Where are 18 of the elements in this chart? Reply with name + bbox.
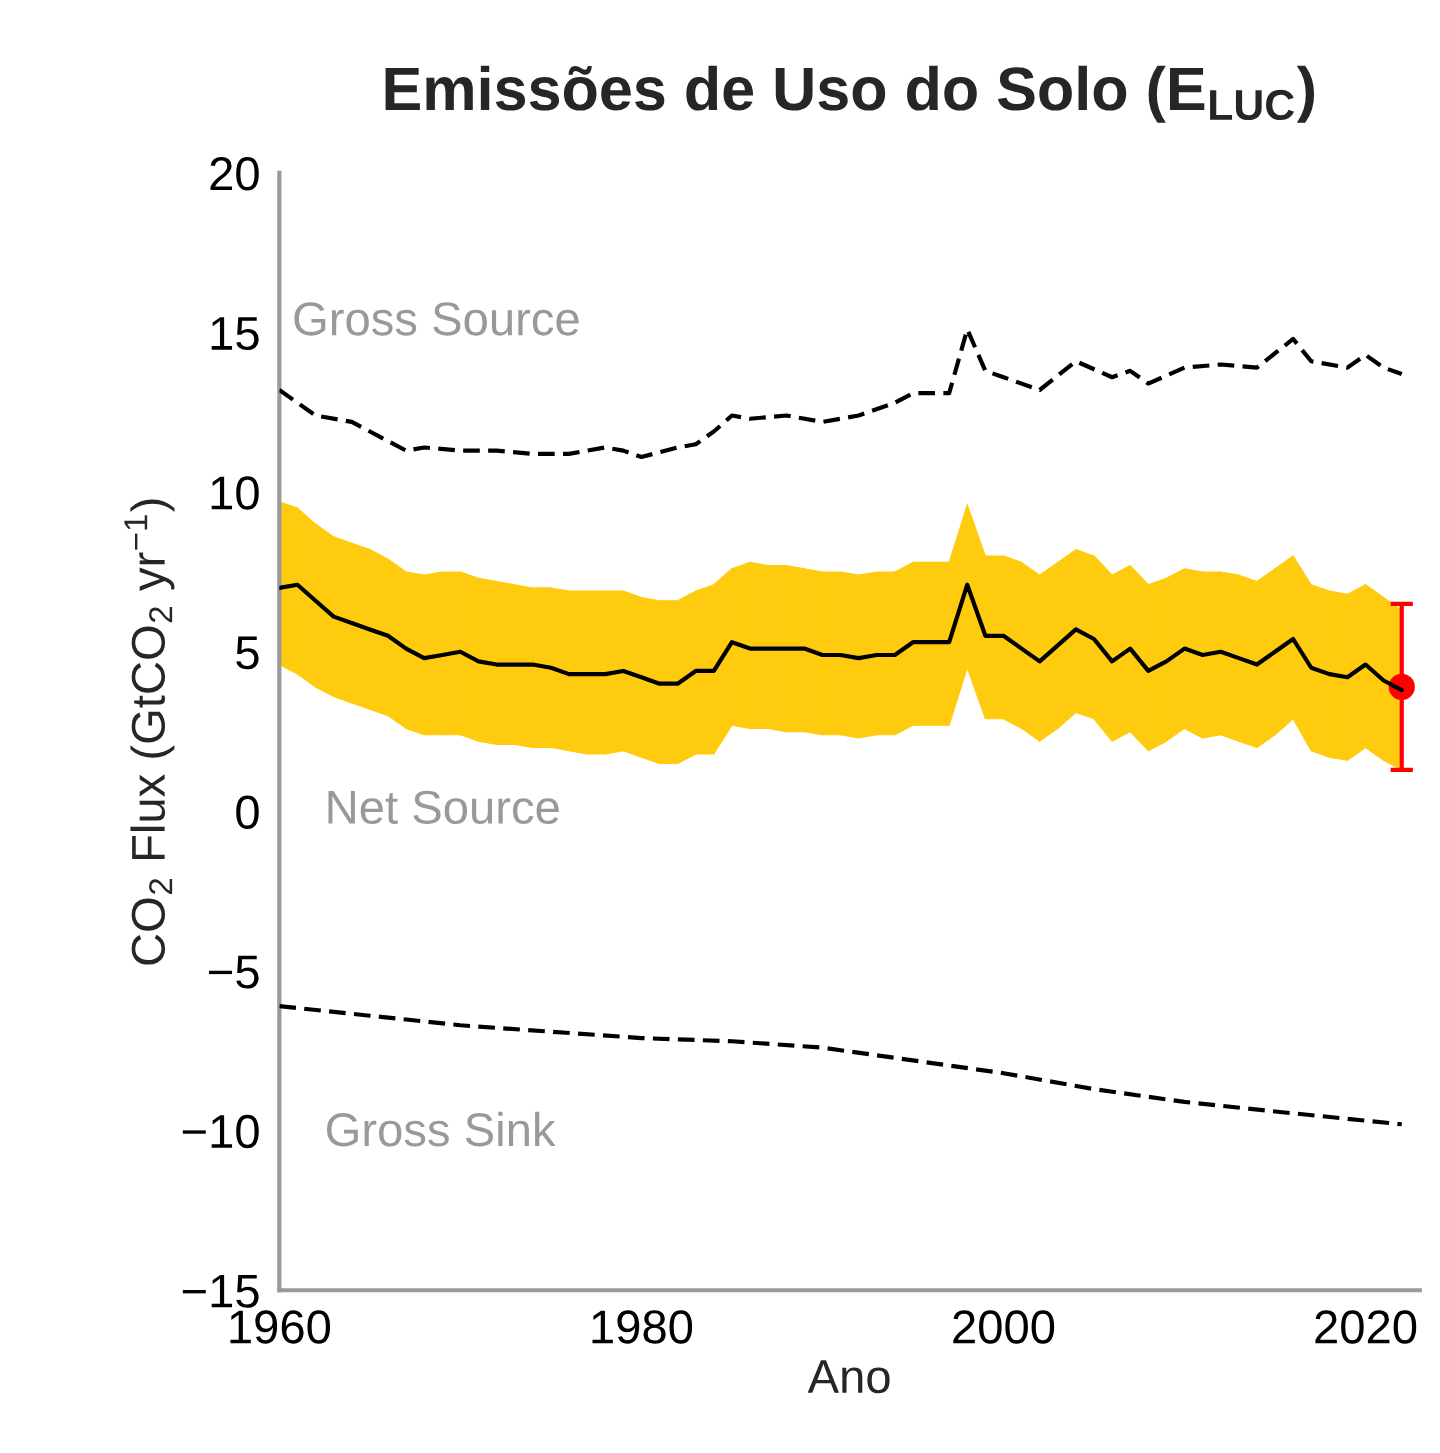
y-tick-label: 0 <box>236 795 259 829</box>
y-tick-label: 5 <box>236 636 259 670</box>
x-tick-label: 2000 <box>953 1310 1055 1344</box>
x-axis-title: Ano <box>807 1360 890 1394</box>
y-tick-label: −10 <box>182 1114 259 1149</box>
y-tick-label: 10 <box>211 476 259 510</box>
y-axis-title: CO$_{2}$ Flux (GtCO$_{2}$ yr$^{−1}$) <box>124 499 175 965</box>
text: Net Source <box>328 790 559 825</box>
y-tick-label: 15 <box>211 317 259 351</box>
series-label: Gross Sink <box>326 1111 556 1147</box>
series-label: Gross Source <box>294 302 579 336</box>
y-tick-label: 20 <box>210 157 259 191</box>
x-tick-label: 1960 <box>230 1310 331 1344</box>
x-tick-label: 2020 <box>1315 1310 1417 1344</box>
y-tick-label: −5 <box>209 955 259 989</box>
x-tick-label: 1980 <box>592 1310 693 1344</box>
chart-title: Emissões de Uso do Solo (E$_{LUC}$) <box>385 65 1315 123</box>
y-tick-label: −15 <box>182 1274 259 1308</box>
